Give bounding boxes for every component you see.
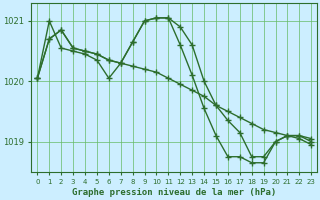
X-axis label: Graphe pression niveau de la mer (hPa): Graphe pression niveau de la mer (hPa) bbox=[72, 188, 276, 197]
